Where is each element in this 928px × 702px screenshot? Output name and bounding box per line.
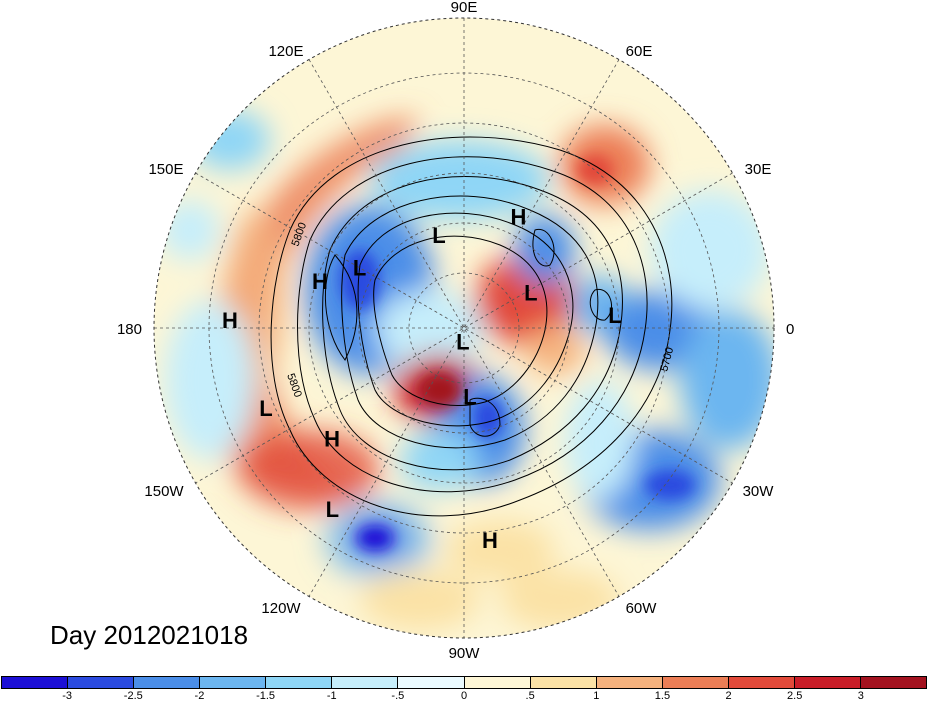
polar-stereographic-map: 90E 60E 30E 0 30W 60W 90W 120W 150W 180 … [117,0,794,660]
lon-label: 60E [626,43,653,60]
colorbar-tick-label: -2 [194,690,205,702]
colorbar-tick-label: -2.5 [123,690,143,702]
low-pressure-marker: L [432,223,445,248]
colorbar-swatch [398,677,465,688]
low-pressure-marker: L [456,330,469,355]
colorbar-swatch [530,677,597,688]
lon-label: 180 [117,321,142,338]
colorbar-tick-label: .5 [525,690,535,702]
low-pressure-marker: L [608,303,621,328]
colorbar-swatch [134,677,201,688]
colorbar-tick-label: -1 [326,690,337,702]
lon-label: 90W [449,645,481,660]
colorbar-labels: -3 -2.5 -2 -1.5 -1 -.5 0 .5 1 1.5 2 2.5 3 [0,690,928,702]
lon-label: 30E [745,161,772,178]
lon-label: 60W [626,600,658,617]
lon-label: 120E [268,43,303,60]
colorbar-swatch [464,677,531,688]
map-boundary [153,17,775,639]
lon-label: 90E [451,0,478,16]
height-contours [270,136,673,517]
map-title: Day 2012021018 [50,620,249,650]
colorbar-tick-label: 2 [725,690,732,702]
lon-label: 150E [148,161,183,178]
colorbar-tick-label: -1.5 [256,690,276,702]
high-pressure-marker: H [324,427,340,452]
colorbar-tick-label: -3 [62,690,73,702]
lon-label: 120W [261,600,301,617]
colorbar-tick-label: -.5 [391,690,405,702]
colorbar-tick-label: 2.5 [787,690,803,702]
colorbar-swatch [596,677,663,688]
colorbar-swatch [200,677,267,688]
colorbar-swatch [728,677,795,688]
colorbar-swatch [68,677,135,688]
colorbar [1,676,927,689]
longitude-labels: 90E 60E 30E 0 30W 60W 90W 120W 150W 180 … [117,0,794,660]
low-pressure-marker: L [326,497,339,522]
colorbar-tick-label: 1.5 [654,690,671,702]
high-pressure-marker: H [510,205,526,230]
colorbar-swatch [662,677,729,688]
colorbar-swatch [266,677,333,688]
colorbar-tick-label: 0 [460,690,468,702]
high-pressure-marker: H [222,308,238,333]
low-pressure-marker: L [353,256,366,281]
high-pressure-marker: H [482,528,498,553]
colorbar-swatch [2,677,69,688]
colorbar-tick-label: 1 [593,690,600,702]
lon-label: 0 [786,321,794,338]
graticule [154,18,774,638]
high-pressure-marker: H [312,269,328,294]
colorbar-swatch [332,677,399,688]
lon-label: 150W [144,483,184,500]
low-pressure-marker: L [524,280,537,305]
lon-label: 30W [743,483,775,500]
low-pressure-marker: L [259,396,272,421]
colorbar-tick-label: 3 [857,690,864,702]
colorbar-swatch [861,677,927,688]
colorbar-swatch [794,677,862,688]
low-pressure-marker: L [463,385,476,410]
